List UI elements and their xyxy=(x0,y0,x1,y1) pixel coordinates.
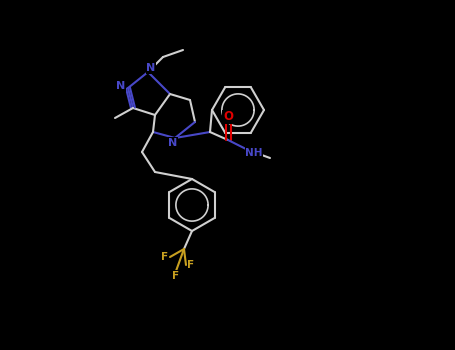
Text: O: O xyxy=(223,111,233,124)
Text: N: N xyxy=(147,63,156,73)
Text: F: F xyxy=(162,252,168,262)
Text: N: N xyxy=(116,81,126,91)
Text: F: F xyxy=(172,271,180,281)
Text: NH: NH xyxy=(245,148,263,158)
Text: F: F xyxy=(187,260,195,270)
Text: N: N xyxy=(168,138,177,148)
